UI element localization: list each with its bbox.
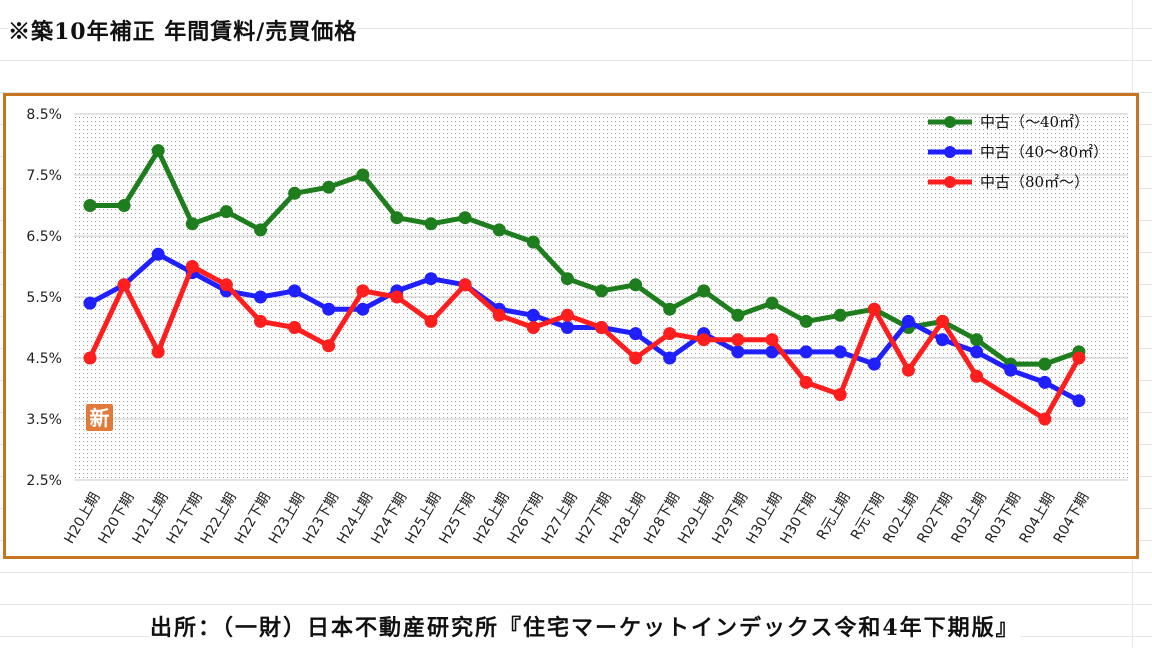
data-point [936,333,949,347]
data-point [629,351,643,365]
legend-swatch-marker [944,146,956,158]
data-point [356,284,370,298]
data-point [288,321,302,334]
legend-swatch-marker [944,176,956,188]
data-point [390,290,404,304]
legend-label: 中古（80㎡～） [980,173,1089,191]
data-point [833,308,847,322]
data-point [936,314,949,328]
data-point [390,211,404,225]
data-point [765,345,779,359]
data-point [1072,394,1086,408]
data-point [526,321,540,334]
data-point [595,321,608,334]
data-point [185,217,199,231]
data-point [151,345,165,359]
data-point [799,345,813,359]
y-tick-label: 8.5% [26,107,62,123]
data-point [458,211,472,225]
y-tick-label: 2.5% [26,473,62,489]
data-point [663,327,677,341]
data-point [83,351,97,365]
data-point [458,278,472,292]
data-point [560,321,574,334]
data-point [83,296,97,310]
data-point [970,333,984,347]
legend-label: 中古（40～80㎡） [980,143,1108,161]
legend-label: 中古（～40㎡） [980,113,1089,131]
data-point [901,363,915,377]
data-point [185,260,199,273]
data-point [1038,375,1052,389]
data-point [117,199,131,212]
data-point [799,314,813,328]
data-point [970,345,984,359]
data-point [526,308,540,322]
y-tick-label: 7.5% [26,168,62,184]
data-point [254,314,267,328]
data-point [219,205,233,219]
data-point [1004,363,1018,377]
data-point [1038,412,1052,426]
data-point [560,308,574,322]
data-point [322,339,336,353]
y-tick-label: 5.5% [26,290,62,306]
data-point [424,217,438,231]
data-point [765,333,779,347]
data-point [356,302,370,316]
y-tick-label: 4.5% [26,351,62,367]
data-point [356,168,370,182]
data-point [526,235,540,249]
legend-swatch-marker [944,116,956,128]
data-point [629,278,643,292]
data-point [833,388,847,402]
data-point [1072,351,1086,365]
page-title: ※築10年補正 年間賃料/売買価格 [8,14,358,46]
data-point [117,278,131,292]
data-point [765,296,779,310]
data-point [219,278,233,292]
data-point [833,345,847,359]
data-point [731,333,745,347]
data-point [731,345,745,359]
data-point [901,314,915,328]
data-point [697,284,711,298]
data-point [663,302,677,316]
data-point [1038,357,1052,371]
data-point [663,351,677,365]
new-badge [86,404,113,431]
data-point [322,302,336,316]
data-point [288,284,302,298]
chart-frame: 8.5% 7.5% 6.5% 5.5% 4.5% 3.5% 2.5% H20上期 H20下期 H2… [3,93,1139,559]
data-point [560,272,574,286]
data-point [322,180,336,194]
line-chart: 8.5%7.5%6.5%5.5%4.5%3.5%2.5%H20上期H20下期H2… [26,107,1128,547]
data-point [254,223,267,237]
y-tick-label: 3.5% [26,412,62,428]
data-point [799,375,813,389]
data-point [867,302,881,316]
new-badge-label: 新 [90,406,110,430]
data-point [254,290,267,304]
data-point [595,284,608,298]
data-point [288,186,302,200]
data-point [424,314,438,328]
data-point [629,327,643,341]
data-point [151,247,165,261]
data-point [970,369,984,383]
data-point [83,199,97,212]
data-point [424,272,438,286]
data-point [697,333,711,347]
source-note: 出所：（一財）日本不動産研究所『住宅マーケットインデックス令和4年下期版』 [150,610,1020,642]
data-point [492,223,506,237]
data-point [151,144,165,158]
y-tick-label: 6.5% [26,229,62,245]
data-point [731,308,745,322]
data-point [492,308,506,322]
data-point [867,357,881,371]
